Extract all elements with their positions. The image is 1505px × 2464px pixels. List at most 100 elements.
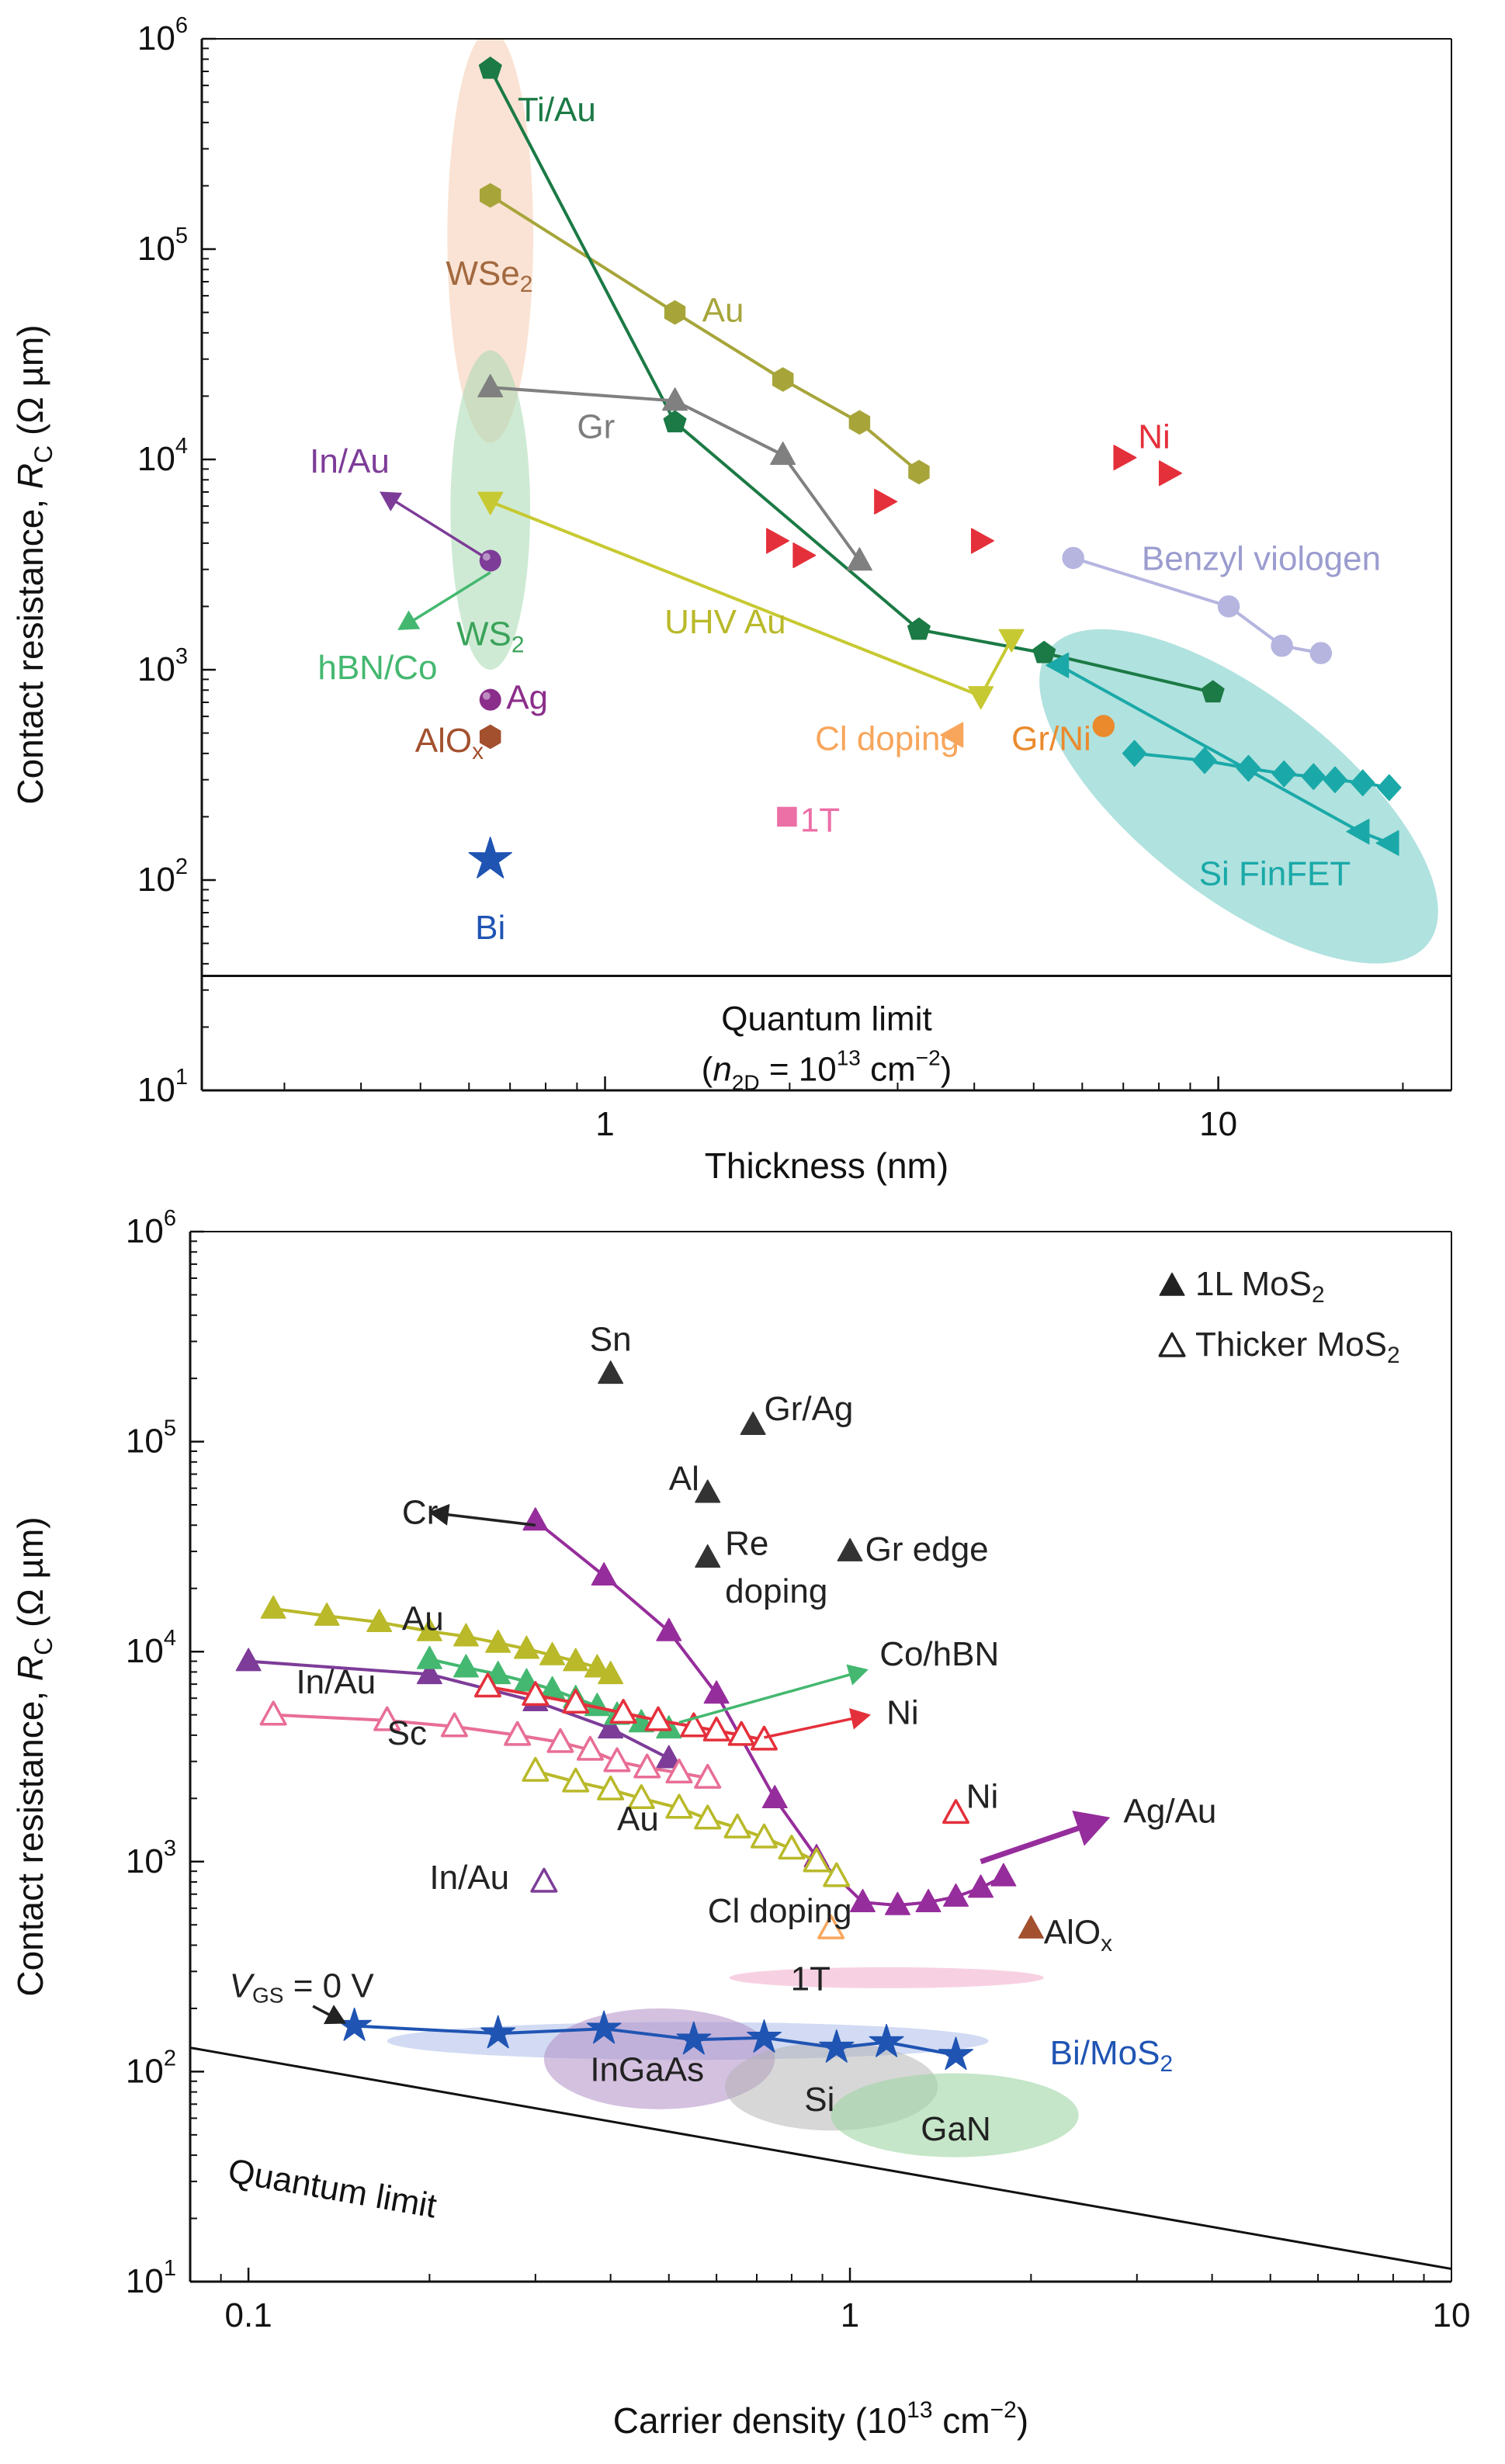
x-axis-label-a: Carrier density (10 [613,2400,907,2441]
series-au-point [664,300,686,325]
annotation-gr-edge: Gr edge [865,1530,989,1568]
y-tick-label: 101 [137,1065,188,1109]
annotation-alox-main: AlO [415,722,472,760]
ql-b: = 10 [760,1051,837,1089]
point-bi [468,837,512,879]
y-tick-base: 10 [126,2262,164,2300]
annotation-re: Re [725,1524,768,1562]
annotation-ingaas-main: InGaAs [590,2050,704,2088]
arrow-in-au-shaft [395,501,491,562]
annotation-ag-au-main: Ag/Au [1124,1792,1217,1830]
annotation-cl-doping-main: Cl doping [815,719,959,757]
series-purple-1l-point [656,1617,682,1641]
series-gr-point [477,373,504,397]
y-tick-label: 104 [137,434,188,478]
series-sc-thick-line [273,1713,709,1780]
x-tick-label: 1 [595,1105,614,1143]
annotation-ni-main: Ni [966,1777,999,1815]
series-au-thick-point [665,1793,693,1819]
point-sn [598,1360,624,1384]
series-red-thick-point [680,1712,708,1738]
series-in-au-1l-point [416,1661,442,1685]
annotation-ni: Ni [886,1693,919,1731]
series-bi-mos2-point [747,2019,782,2053]
y-tick-base: 10 [137,19,175,57]
series-au-thick-point [522,1756,550,1782]
series-au-1l-point [416,1617,442,1641]
series-sc-thick-point [373,1706,401,1731]
series-si-finfet-diamonds-point [1350,769,1375,796]
x-tick-label: 10 [1199,1105,1237,1143]
series-si-finfet-diamonds-point [1192,747,1217,775]
annotation-in-au: In/Au [310,442,390,480]
annotation-re-main: Re [725,1524,768,1562]
legend-label-main: 1L MoS [1195,1265,1312,1303]
y-tick-base: 10 [137,650,175,688]
y-tick-label: 106 [126,1206,176,1250]
y-tick-exp: 4 [164,1626,176,1651]
y-tick-exp: 3 [164,1836,176,1861]
annotation-si-finfet-main: Si FinFET [1199,854,1351,892]
y-tick-label: 101 [126,2256,176,2300]
annotation-wse2: WSe2 [446,254,532,296]
annotation-sc: Sc [387,1714,427,1752]
annotation-cr-main: Cr [402,1493,438,1531]
series-in-au-1l-point [656,1745,682,1769]
point-in-au [479,549,501,572]
annotation-au-main: Au [702,291,744,329]
series-sc-thick-point [576,1735,604,1761]
series-au-thick-point [627,1784,655,1810]
series-green-1l-point [453,1654,479,1678]
series-red-thick-point [609,1699,637,1724]
series-au-1l-point [598,1661,624,1685]
point-alox [479,724,501,750]
legend-label: Thicker MoS2 [1195,1326,1400,1368]
legend-label-sub: 2 [1312,1282,1325,1308]
series-au-1l-point [513,1635,539,1659]
plot-area [190,1360,1451,2271]
y-tick-label: 102 [137,854,188,899]
annotation-au-main: Au [617,1800,659,1838]
y-axis-label-sub: C [29,445,57,463]
x-tick-label: 10 [1433,2296,1471,2334]
series-au-thick-point [823,1862,851,1887]
x-axis-label-exp: 13 [907,2397,932,2423]
ql-a: ( [702,1051,713,1089]
annotation-1t-main: 1T [791,1960,831,1998]
y-tick-label: 103 [126,1836,176,1880]
series-ti-au-point [907,617,931,640]
series-au-thick-point [597,1775,625,1800]
y-tick-exp: 1 [175,1065,188,1090]
point-gr-ni [1092,715,1115,737]
x-axis-label-exp2: −2 [990,2397,1017,2423]
series-purple-1l-point [968,1874,994,1898]
annotation-ni-main: Ni [886,1693,919,1731]
annotation-si: Si [804,2081,834,2119]
y-tick-exp: 2 [175,854,188,879]
annotation-au: Au [402,1599,444,1637]
point-ni [792,542,817,569]
series-uhv-au-point [477,491,504,515]
annotation-wse2-main: WSe [446,254,519,292]
series-bi-mos2-point [869,2023,904,2057]
series-si-finfet-diamonds-point [1271,760,1297,788]
x-axis-label: Thickness (nm) [705,1145,948,1186]
series-in-au-1l-point [598,1715,624,1739]
series-red-thick-point [473,1672,501,1698]
annotation-ws2-sub: 2 [511,632,525,657]
annotation-bi-mos2: Bi/MoS2 [1050,2034,1173,2077]
y-tick-exp: 4 [175,434,188,459]
y-axis-label-a: Contact resistance, [10,489,50,805]
series-purple-1l-point [943,1883,969,1907]
annotation-au: Au [702,291,744,329]
annotation-gr-ni: Gr/Ni [1011,719,1091,757]
legend-marker [1159,1272,1185,1296]
region-wse2 [447,39,534,443]
arrow-ni-shaft [764,1717,852,1739]
annotation-bi-mos2-main: Bi/MoS [1050,2034,1160,2072]
annotation-gr-edge-main: Gr edge [865,1530,989,1568]
annotation-wse2-sub: 2 [520,272,533,297]
annotation-in-au-main: In/Au [429,1859,509,1897]
annotation-au-main: Au [402,1599,444,1637]
